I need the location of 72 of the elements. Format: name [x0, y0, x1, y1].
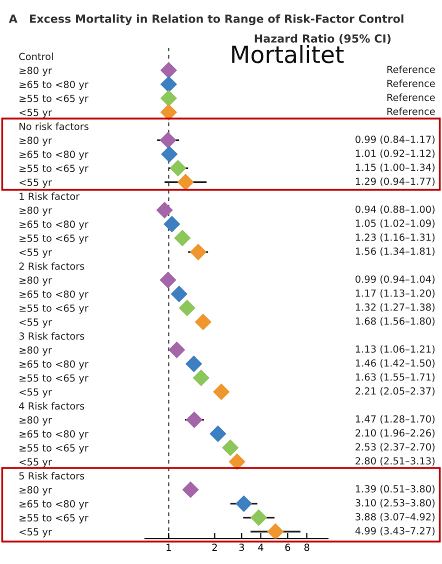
data-label: 0.99 (0.84–1.17) [356, 136, 435, 144]
chart-title: A Excess Mortality in Relation to Range of Risk-Factor Control [8, 14, 404, 26]
y-tick-label: ≥65 to <80 yr [20, 430, 88, 440]
data-label: 1.32 (1.27–1.38) [356, 303, 435, 312]
data-label: Reference [387, 80, 435, 88]
data-label: Reference [387, 94, 435, 102]
x-tick-label: 2 [212, 544, 217, 551]
data-label: 1.05 (1.02–1.09) [356, 219, 435, 228]
y-tick-label: 4 Risk factors [19, 402, 84, 410]
data-label: 3.88 (3.07–4.92) [356, 512, 435, 522]
data-label: 1.39 (0.51–3.80) [356, 485, 435, 494]
data-label: 2.53 (2.37–2.70) [356, 443, 435, 452]
y-tick-label: No risk factors [20, 122, 88, 130]
data-label: 2.21 (2.05–2.37) [356, 387, 435, 396]
y-tick-label: ≥55 to <65 yr [20, 304, 88, 314]
y-tick-label: <55 yr [20, 458, 52, 468]
x-tick-label: 4 [258, 544, 264, 551]
y-tick-label: ≥80 yr [20, 66, 52, 76]
y-tick-label: 5 Risk factors [19, 472, 84, 480]
data-label: 0.99 (0.94–1.04) [356, 275, 435, 284]
y-tick-label: ≥65 to <80 yr [20, 290, 88, 300]
y-tick-label: ≥80 yr [20, 206, 52, 216]
annotation: Mortalitet [232, 44, 344, 64]
data-label: 1.63 (1.55–1.71) [356, 373, 435, 382]
y-tick-label: ≥80 yr [20, 486, 52, 496]
y-tick-label: Control [19, 52, 53, 60]
data-label: 1.29 (0.94–1.77) [356, 177, 435, 186]
data-label: 3.10 (2.53–3.80) [356, 498, 435, 508]
y-tick-label: ≥55 to <65 yr [20, 514, 88, 524]
y-tick-label: 2 Risk factors [19, 262, 84, 270]
y-tick-label: ≥65 to <80 yr [20, 360, 88, 370]
data-label: 1.15 (1.00–1.34) [356, 163, 435, 172]
y-tick-label: ≥55 to <65 yr [20, 444, 88, 454]
y-tick-label: 1 Risk factor [20, 192, 80, 200]
y-tick-label: <55 yr [20, 178, 52, 188]
x-tick-label: 1 [166, 544, 171, 551]
y-tick-label: ≥55 to <65 yr [20, 94, 88, 104]
data-label: Reference [387, 66, 435, 74]
y-tick-label: <55 yr [20, 248, 52, 258]
x-tick-label: 6 [285, 544, 290, 552]
y-tick-label: ≥65 to <80 yr [20, 500, 88, 510]
y-tick-label: ≥55 to <65 yr [20, 234, 88, 244]
data-label: 1.23 (1.16–1.31) [356, 233, 435, 242]
y-tick-label: ≥80 yr [20, 416, 52, 426]
chart-subtitle: Hazard Ratio (95% CI) [254, 34, 391, 44]
y-tick-label: <55 yr [20, 388, 52, 398]
data-label: 2.10 (1.96–2.26) [356, 429, 435, 438]
y-tick-label: 3 Risk factors [19, 332, 84, 340]
y-tick-label: ≥65 to <80 yr [20, 150, 88, 160]
x-tick-label: 8 [304, 544, 310, 552]
y-tick-label: ≥55 to <65 yr [20, 374, 88, 384]
y-tick-label: ≥65 to <80 yr [20, 80, 88, 90]
data-label: Reference [387, 108, 435, 116]
data-label: 1.13 (1.06–1.21) [356, 345, 435, 354]
y-tick-label: <55 yr [20, 528, 52, 538]
y-tick-label: <55 yr [20, 108, 52, 118]
y-tick-label: ≥80 yr [20, 136, 52, 146]
y-tick-label: ≥65 to <80 yr [20, 220, 88, 230]
data-label: 4.99 (3.43–7.27) [355, 526, 435, 536]
y-tick-label: ≥80 yr [20, 346, 52, 356]
y-tick-label: <55 yr [20, 318, 52, 328]
data-label: 1.47 (1.28–1.70) [356, 415, 435, 424]
y-tick-label: ≥80 yr [20, 276, 52, 286]
data-label: 1.17 (1.13–1.20) [356, 289, 435, 298]
data-label: 1.68 (1.56–1.80) [356, 317, 435, 326]
data-label: 2.80 (2.51–3.13) [356, 457, 435, 466]
data-label: 1.46 (1.42–1.50) [356, 359, 435, 368]
data-label: 1.01 (0.92–1.12) [356, 149, 435, 158]
data-label: 1.56 (1.34–1.81) [356, 247, 435, 256]
data-label: 0.94 (0.88–1.00) [356, 205, 435, 214]
x-tick-label: 3 [239, 544, 244, 552]
y-tick-label: ≥55 to <65 yr [20, 164, 88, 174]
